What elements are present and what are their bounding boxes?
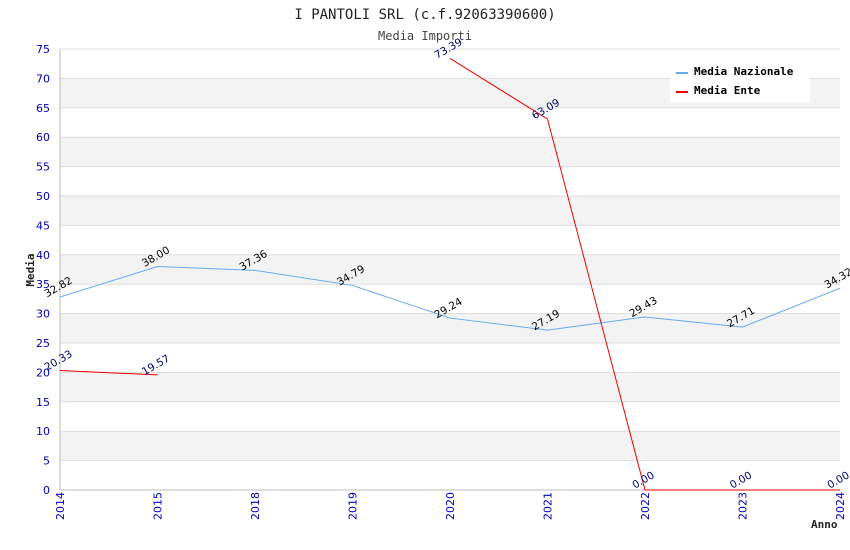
grid-bands [60,78,840,461]
grid-band [60,254,840,285]
y-tick-label: 25 [36,337,50,350]
series-line-media-ente [59,369,158,376]
y-tick-label: 5 [43,455,50,468]
y-tick-label: 65 [36,102,50,115]
x-tick-labels: 2014 2015 2018 2019 2020 2021 2022 2023 2024 [54,492,847,520]
series-line-media-nazionale [59,266,841,331]
data-label-media-ente: 0.00 [630,469,656,491]
series-line-media-ente [449,58,840,491]
x-tick-label: 2020 [444,492,457,520]
x-tick-label: 2018 [249,492,262,520]
grid-band [60,372,840,402]
grid-band [60,137,840,167]
grid-band [60,431,840,461]
legend-label-media-nazionale: Media Nazionale [694,65,794,78]
x-tick-label: 2015 [152,492,165,520]
y-tick-label: 55 [36,161,50,174]
legend: Media Nazionale Media Ente [670,60,810,102]
data-label-media-ente: 0.00 [728,469,754,491]
x-tick-label: 2014 [54,492,67,520]
chart-title: I PANTOLI SRL (c.f.92063390600) [294,7,555,23]
data-label-media-ente: 20.33 [42,348,74,373]
y-tick-label: 60 [36,131,50,144]
x-axis-label: Anno [811,518,838,531]
y-tick-label: 15 [36,396,50,409]
y-tick-label: 30 [36,308,50,321]
grid-lines [60,48,840,491]
y-tick-label: 40 [36,249,50,262]
y-tick-label: 20 [36,366,50,379]
y-tick-label: 35 [36,278,50,291]
y-tick-label: 70 [36,72,50,85]
y-tick-label: 50 [36,190,50,203]
x-tick-label: 2019 [347,492,360,520]
y-tick-label: 75 [36,43,50,56]
grid-band [60,196,840,226]
y-tick-labels: 0 5 10 15 20 25 30 35 40 45 50 55 60 65 70 75 [36,43,50,497]
series-lines [59,58,841,491]
x-tick-label: 2023 [737,492,750,520]
y-tick-label: 10 [36,425,50,438]
chart-subtitle: Media Importi [378,29,472,43]
legend-label-media-ente: Media Ente [694,84,761,97]
y-tick-label: 0 [43,484,50,497]
legend-box [670,60,810,102]
x-tick-label: 2024 [834,492,847,520]
y-axis-label: Media [24,253,37,286]
x-tick-label: 2021 [542,492,555,520]
data-label-media-ente: 0.00 [825,469,850,491]
y-tick-label: 45 [36,219,50,232]
x-tick-label: 2022 [639,492,652,520]
